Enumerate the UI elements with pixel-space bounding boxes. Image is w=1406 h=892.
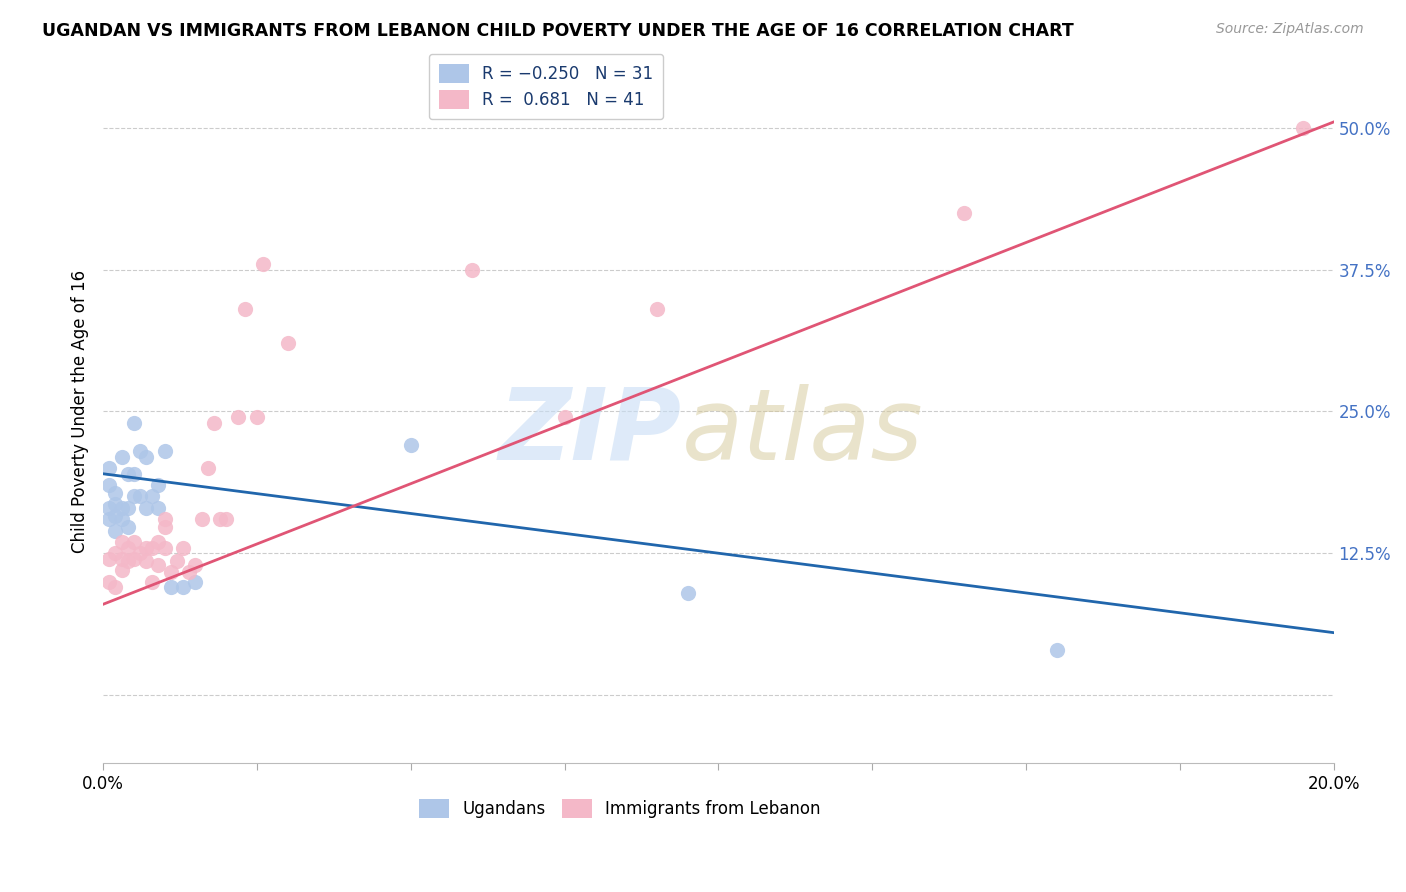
Point bbox=[148, 500, 170, 515]
Point bbox=[141, 541, 163, 555]
Point bbox=[117, 520, 139, 534]
Point bbox=[117, 500, 139, 515]
Point bbox=[141, 490, 163, 504]
Point bbox=[98, 461, 121, 475]
Point bbox=[208, 512, 231, 526]
Point bbox=[184, 574, 207, 589]
Text: atlas: atlas bbox=[682, 384, 922, 481]
Point bbox=[159, 566, 181, 580]
Point bbox=[135, 554, 157, 568]
Point bbox=[129, 546, 152, 560]
Point bbox=[645, 302, 668, 317]
Legend: Ugandans, Immigrants from Lebanon: Ugandans, Immigrants from Lebanon bbox=[412, 793, 828, 825]
Point bbox=[104, 524, 127, 538]
Y-axis label: Child Poverty Under the Age of 16: Child Poverty Under the Age of 16 bbox=[72, 269, 89, 553]
Point bbox=[98, 552, 121, 566]
Point bbox=[110, 552, 132, 566]
Point bbox=[122, 490, 145, 504]
Point bbox=[122, 416, 145, 430]
Text: UGANDAN VS IMMIGRANTS FROM LEBANON CHILD POVERTY UNDER THE AGE OF 16 CORRELATION: UGANDAN VS IMMIGRANTS FROM LEBANON CHILD… bbox=[42, 22, 1074, 40]
Point bbox=[98, 574, 121, 589]
Point bbox=[252, 257, 274, 271]
Point bbox=[1046, 642, 1069, 657]
Point bbox=[461, 262, 484, 277]
Point bbox=[153, 520, 176, 534]
Point bbox=[104, 497, 127, 511]
Point bbox=[135, 450, 157, 464]
Point bbox=[110, 534, 132, 549]
Point bbox=[190, 512, 212, 526]
Point bbox=[122, 552, 145, 566]
Point bbox=[122, 467, 145, 481]
Point bbox=[141, 574, 163, 589]
Point bbox=[153, 512, 176, 526]
Point bbox=[179, 566, 201, 580]
Point bbox=[166, 554, 188, 568]
Text: Source: ZipAtlas.com: Source: ZipAtlas.com bbox=[1216, 22, 1364, 37]
Point bbox=[148, 558, 170, 572]
Point bbox=[172, 541, 194, 555]
Point bbox=[246, 410, 269, 425]
Point bbox=[184, 558, 207, 572]
Text: ZIP: ZIP bbox=[498, 384, 682, 481]
Point bbox=[197, 461, 219, 475]
Point bbox=[104, 508, 127, 523]
Point bbox=[399, 438, 422, 452]
Point bbox=[98, 478, 121, 492]
Point bbox=[215, 512, 238, 526]
Point bbox=[129, 490, 152, 504]
Point bbox=[148, 534, 170, 549]
Point bbox=[554, 410, 576, 425]
Point bbox=[104, 580, 127, 594]
Point bbox=[202, 416, 225, 430]
Point bbox=[135, 500, 157, 515]
Point bbox=[148, 478, 170, 492]
Point bbox=[98, 512, 121, 526]
Point bbox=[122, 534, 145, 549]
Point bbox=[153, 541, 176, 555]
Point bbox=[233, 302, 256, 317]
Point bbox=[98, 500, 121, 515]
Point bbox=[110, 512, 132, 526]
Point bbox=[117, 554, 139, 568]
Point bbox=[110, 563, 132, 577]
Point bbox=[104, 546, 127, 560]
Point bbox=[129, 444, 152, 458]
Point bbox=[110, 500, 132, 515]
Point bbox=[277, 336, 299, 351]
Point bbox=[104, 486, 127, 500]
Point bbox=[159, 580, 181, 594]
Point bbox=[110, 450, 132, 464]
Point bbox=[676, 586, 699, 600]
Point bbox=[228, 410, 250, 425]
Point bbox=[172, 580, 194, 594]
Point bbox=[135, 541, 157, 555]
Point bbox=[117, 541, 139, 555]
Point bbox=[953, 206, 976, 220]
Point bbox=[153, 444, 176, 458]
Point bbox=[1292, 120, 1315, 135]
Point bbox=[117, 467, 139, 481]
